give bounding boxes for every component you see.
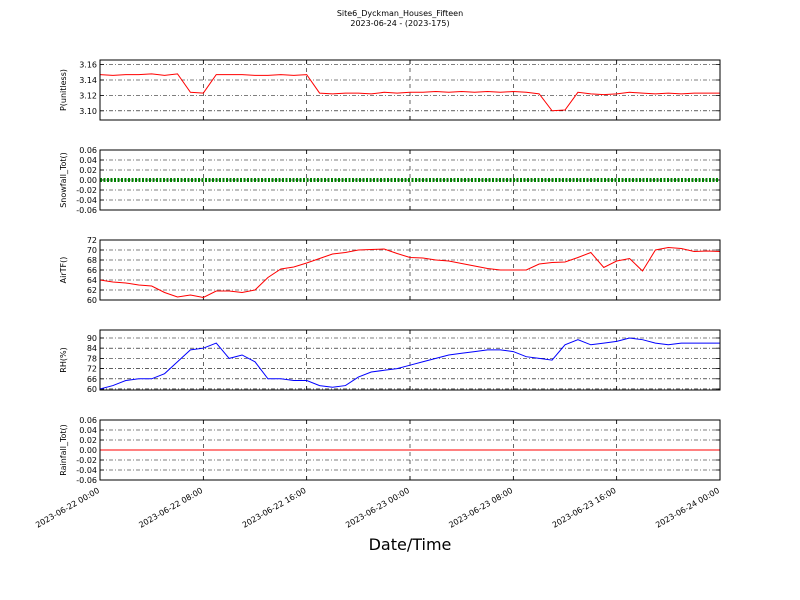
- axes-frame: [99, 239, 721, 301]
- x-tick-label: 2023-06-23 08:00: [447, 486, 514, 530]
- y-tick-label: 0.04: [79, 156, 97, 165]
- y-tick-label: 0.04: [79, 426, 97, 435]
- y-tick-label: 62: [87, 286, 97, 295]
- y-tick-label: -0.04: [76, 196, 97, 205]
- y-tick-label: 90: [87, 334, 97, 343]
- y-tick-label: 84: [87, 344, 97, 353]
- x-tick-label: 2023-06-23 16:00: [551, 486, 618, 530]
- x-axis-label: Date/Time: [369, 535, 452, 554]
- y-axis-label: AirTF(): [59, 257, 68, 284]
- y-tick-label: -0.06: [76, 476, 97, 485]
- x-tick-label: 2023-06-22 08:00: [137, 486, 204, 530]
- axes-frame: [99, 419, 721, 481]
- y-tick-label: -0.04: [76, 466, 97, 475]
- subtitle: 2023-06-24 - (2023-175): [350, 19, 449, 28]
- y-tick-label: 0.06: [79, 416, 97, 425]
- data-line: [99, 337, 720, 390]
- data-line: [99, 73, 720, 112]
- y-tick-label: 3.16: [79, 61, 97, 70]
- title: Site6_Dyckman_Houses_Fifteen: [337, 9, 463, 18]
- y-tick-label: 3.10: [79, 107, 97, 116]
- axes-frame: [99, 59, 721, 121]
- x-tick-label: 2023-06-24 00:00: [654, 486, 721, 530]
- y-axis-label: P(unitless): [59, 69, 68, 111]
- y-tick-label: -0.02: [76, 456, 97, 465]
- x-tick-label: 2023-06-22 16:00: [241, 486, 308, 530]
- y-tick-label: 60: [87, 385, 97, 394]
- y-tick-label: 72: [87, 236, 97, 245]
- y-tick-label: -0.06: [76, 206, 97, 215]
- y-tick-label: 3.12: [79, 91, 97, 100]
- y-axis-label: Rainfall_Tot(): [59, 424, 68, 476]
- x-tick-label: 2023-06-22 00:00: [34, 486, 101, 530]
- y-tick-label: 0.02: [79, 436, 97, 445]
- y-tick-label: 70: [87, 246, 97, 255]
- y-tick-label: 72: [87, 365, 97, 374]
- y-tick-label: 66: [87, 375, 97, 384]
- axes-frame: [99, 329, 721, 391]
- data-line: [99, 246, 721, 299]
- y-tick-label: 64: [87, 276, 97, 285]
- y-axis-label: RH(%): [59, 347, 68, 372]
- y-tick-label: -0.02: [76, 186, 97, 195]
- y-tick-label: 0.00: [79, 176, 97, 185]
- y-tick-label: 78: [87, 354, 97, 363]
- y-tick-label: 3.14: [79, 76, 97, 85]
- y-tick-label: 0.00: [79, 446, 97, 455]
- y-axis-label: Snowfall_Tot(): [59, 152, 68, 208]
- axes-frame: [99, 149, 721, 211]
- y-tick-label: 66: [87, 266, 97, 275]
- y-tick-label: 0.02: [79, 166, 97, 175]
- y-tick-label: 68: [87, 256, 97, 265]
- y-tick-label: 0.06: [79, 146, 97, 155]
- y-tick-label: 60: [87, 296, 97, 305]
- x-tick-label: 2023-06-23 00:00: [344, 486, 411, 530]
